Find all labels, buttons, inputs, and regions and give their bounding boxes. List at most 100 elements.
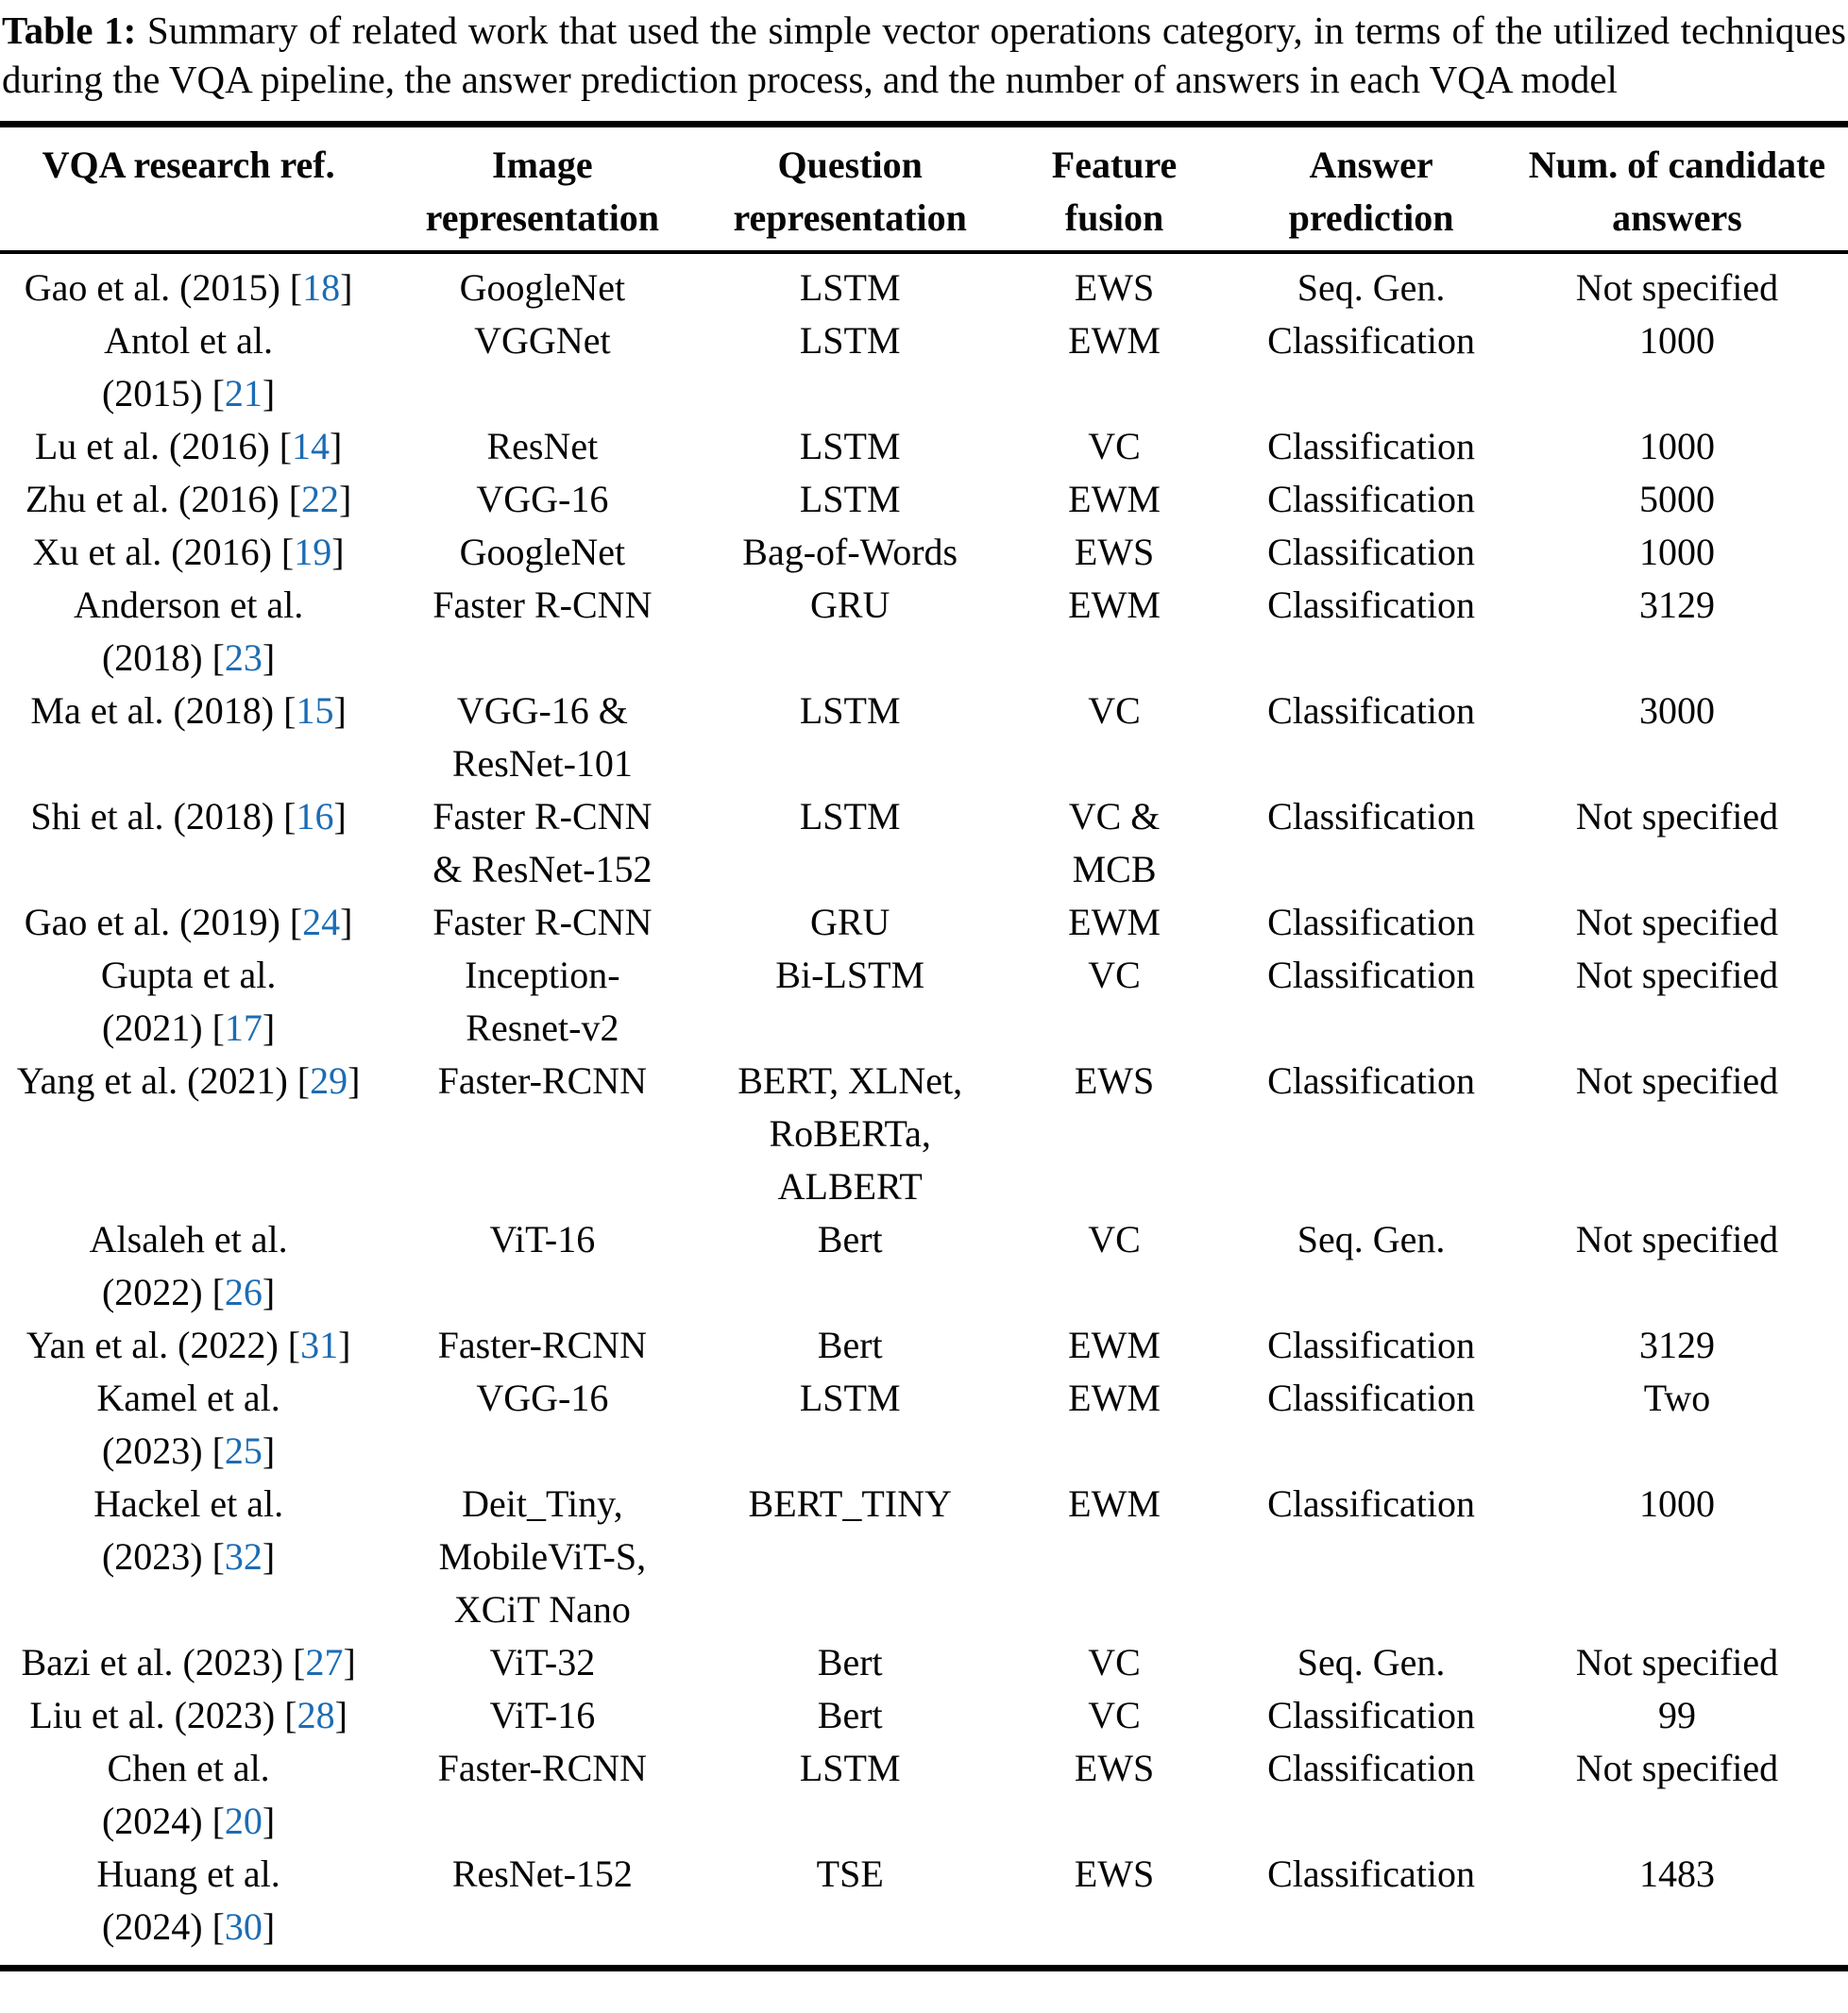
cell-image: ViT-32 xyxy=(377,1636,707,1689)
citation-link[interactable]: 31 xyxy=(300,1324,339,1366)
cell-line: Bi-LSTM xyxy=(775,954,925,996)
caption-text-1: Summary of related work that used the si… xyxy=(146,8,1846,52)
cell-line: Classification xyxy=(1267,1747,1476,1789)
cell-question: Bert xyxy=(708,1319,992,1372)
citation-link[interactable]: 23 xyxy=(224,636,263,679)
citation-link[interactable]: 20 xyxy=(224,1800,263,1842)
cell-answers: Not specified xyxy=(1506,790,1848,896)
cell-image: ResNet xyxy=(377,420,707,473)
citation-link[interactable]: 26 xyxy=(224,1271,263,1313)
cell-line: LSTM xyxy=(799,319,901,362)
cell-prediction: Classification xyxy=(1236,1372,1506,1478)
column-header-3: Feature fusion xyxy=(992,124,1237,254)
cell-image: Deit_Tiny, MobileViT-S, XCiT Nano xyxy=(377,1478,707,1636)
cell-line: Deit_Tiny, xyxy=(462,1482,623,1525)
cell-line: (2022) [26] xyxy=(101,1271,276,1313)
cell-line: 3000 xyxy=(1638,689,1715,732)
cell-line: Bert xyxy=(817,1641,883,1683)
citation-link[interactable]: 14 xyxy=(292,425,331,467)
cell-line: Yang et al. (2021) [29] xyxy=(16,1059,361,1102)
cell-answers: 1000 xyxy=(1506,314,1848,420)
cell-answers: Not specified xyxy=(1506,896,1848,949)
cell-line: Faster-RCNN xyxy=(437,1324,648,1366)
cell-answers: 1000 xyxy=(1506,1478,1848,1636)
cell-fusion: VC xyxy=(992,949,1236,1055)
cell-prediction: Classification xyxy=(1236,790,1506,896)
cell-line: Hackel et al. xyxy=(93,1482,284,1525)
cell-prediction: Seq. Gen. xyxy=(1236,1213,1506,1319)
citation-link[interactable]: 32 xyxy=(224,1535,263,1578)
cell-image: VGG-16 xyxy=(377,473,707,526)
cell-line: Not specified xyxy=(1575,954,1779,996)
cell-line: Gao et al. (2019) [24] xyxy=(24,901,353,943)
table-row: Ma et al. (2018) [15] VGG-16 & ResNet-101 L… xyxy=(0,685,1848,790)
cell-line: (2018) [23] xyxy=(101,636,276,679)
cell-line: Alsaleh et al. xyxy=(89,1218,288,1260)
caption-text-2: during the VQA pipeline, the answer pred… xyxy=(2,58,1618,101)
cell-answers: Not specified xyxy=(1506,949,1848,1055)
cell-line: MobileViT-S, xyxy=(438,1535,647,1578)
cell-ref: Bazi et al. (2023) [27] xyxy=(0,1636,377,1689)
cell-line: VC xyxy=(1088,1218,1141,1260)
cell-ref: Lu et al. (2016) [14] xyxy=(0,420,377,473)
caption-line-1: Table 1: Summary of related work that us… xyxy=(2,6,1846,55)
cell-line: 3129 xyxy=(1638,1324,1715,1366)
cell-line: LSTM xyxy=(799,1747,901,1789)
citation-link[interactable]: 16 xyxy=(296,795,334,837)
caption-label: Table 1: xyxy=(2,8,137,52)
table-row: Xu et al. (2016) [19] GoogleNet Bag-of-Wor… xyxy=(0,526,1848,579)
citation-link[interactable]: 18 xyxy=(302,266,341,309)
citation-link[interactable]: 30 xyxy=(224,1905,263,1948)
cell-prediction: Classification xyxy=(1236,685,1506,790)
cell-fusion: EWS xyxy=(992,252,1236,314)
citation-link[interactable]: 27 xyxy=(305,1641,344,1683)
citation-link[interactable]: 17 xyxy=(224,1006,263,1049)
citation-link[interactable]: 19 xyxy=(294,531,332,573)
cell-prediction: Classification xyxy=(1236,1689,1506,1742)
citation-link[interactable]: 25 xyxy=(224,1429,263,1472)
cell-line: Xu et al. (2016) [19] xyxy=(32,531,345,573)
cell-line: LSTM xyxy=(799,425,901,467)
cell-line: 1000 xyxy=(1638,531,1715,573)
cell-line: Liu et al. (2023) [28] xyxy=(29,1694,348,1736)
cell-line: Gao et al. (2015) [18] xyxy=(24,266,353,309)
cell-line: (2023) [32] xyxy=(101,1535,276,1578)
table-row: Liu et al. (2023) [28] ViT-16 Bert VC Classi… xyxy=(0,1689,1848,1742)
citation-link[interactable]: 29 xyxy=(310,1059,348,1102)
cell-line: VC xyxy=(1088,1641,1141,1683)
cell-line: Classification xyxy=(1267,1059,1476,1102)
citation-link[interactable]: 28 xyxy=(297,1694,335,1736)
cell-image: Faster R-CNN xyxy=(377,579,707,685)
cell-prediction: Classification xyxy=(1236,896,1506,949)
cell-image: ViT-16 xyxy=(377,1213,707,1319)
citation-link[interactable]: 22 xyxy=(301,478,340,520)
cell-line: (2023) [25] xyxy=(101,1429,276,1472)
cell-line: LSTM xyxy=(799,795,901,837)
cell-line: Faster-RCNN xyxy=(437,1747,648,1789)
citation-link[interactable]: 21 xyxy=(224,372,263,414)
column-header-0: VQA research ref. xyxy=(0,124,378,254)
cell-line: Classification xyxy=(1267,1852,1476,1895)
citation-link[interactable]: 24 xyxy=(302,901,341,943)
citation-link[interactable]: 15 xyxy=(296,689,334,732)
column-header-4: Answer prediction xyxy=(1236,124,1506,254)
cell-line: (2024) [20] xyxy=(101,1800,276,1842)
cell-fusion: EWS xyxy=(992,1055,1236,1213)
cell-question: LSTM xyxy=(708,685,992,790)
cell-line: Two xyxy=(1643,1377,1711,1419)
cell-image: ViT-16 xyxy=(377,1689,707,1742)
cell-line: VGGNet xyxy=(474,319,611,362)
cell-ref: Yang et al. (2021) [29] xyxy=(0,1055,377,1213)
cell-ref: Antol et al. (2015) [21] xyxy=(0,314,377,420)
cell-ref: Alsaleh et al. (2022) [26] xyxy=(0,1213,377,1319)
cell-prediction: Seq. Gen. xyxy=(1236,252,1506,314)
cell-answers: Not specified xyxy=(1506,252,1848,314)
table-row: Zhu et al. (2016) [22] VGG-16 LSTM EWM Class… xyxy=(0,473,1848,526)
cell-line: BERT_TINY xyxy=(748,1482,952,1525)
cell-line: Classification xyxy=(1267,689,1476,732)
table-row: Yang et al. (2021) [29] Faster-RCNN BERT, … xyxy=(0,1055,1848,1213)
cell-question: BERT_TINY xyxy=(708,1478,992,1636)
cell-line: Bert xyxy=(817,1694,883,1736)
cell-line: Not specified xyxy=(1575,1747,1779,1789)
cell-answers: 1000 xyxy=(1506,526,1848,579)
